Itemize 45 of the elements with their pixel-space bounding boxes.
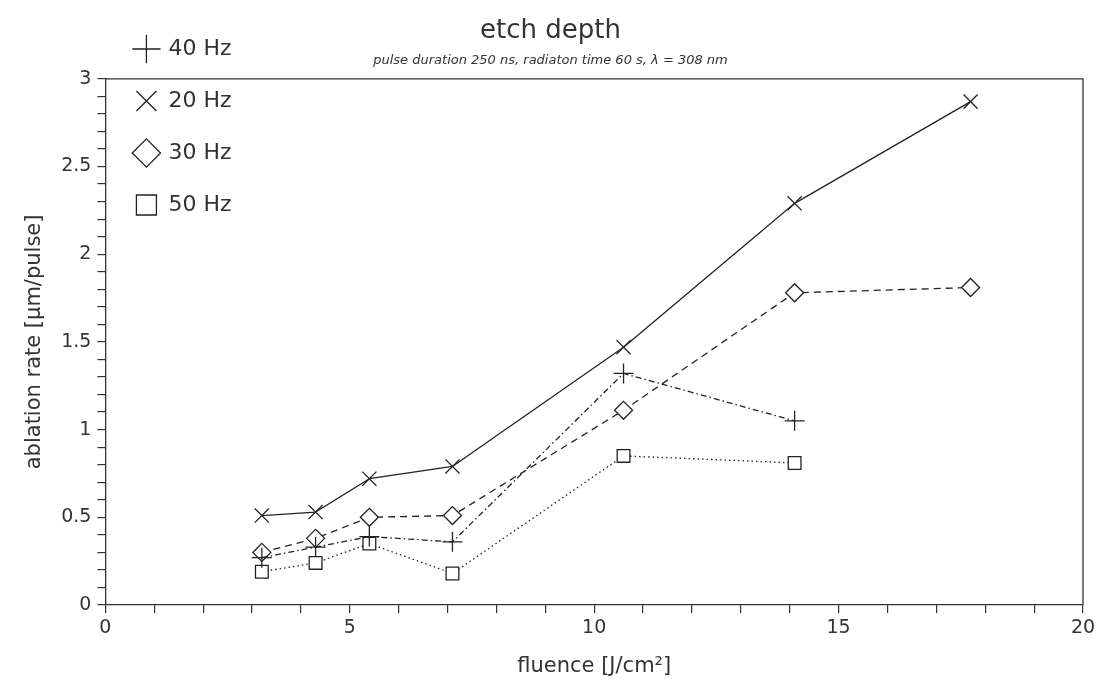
point [359, 507, 380, 527]
y-tick-label: 1 [79, 416, 92, 439]
point [308, 555, 323, 570]
y-tick-label: 2 [79, 241, 92, 264]
x-axis-title: fluence [J/cm²] [517, 652, 672, 677]
point [305, 528, 326, 548]
x-tick-label: 20 [1070, 615, 1096, 638]
x-tick-label: 15 [826, 615, 851, 638]
point [444, 458, 461, 475]
point [358, 525, 381, 548]
legend-label: 30 Hz [168, 138, 232, 164]
point [251, 546, 273, 569]
point [304, 536, 327, 558]
point [362, 536, 377, 551]
legend-label: 50 Hz [168, 190, 232, 216]
point [254, 507, 270, 524]
y-tick-label: 0 [79, 591, 92, 614]
x-tick-label: 5 [343, 615, 356, 638]
point [616, 448, 631, 463]
legend-label: 20 Hz [168, 86, 232, 112]
point [786, 195, 803, 212]
y-tick-label: 0.5 [61, 504, 92, 527]
point [960, 277, 981, 298]
point [442, 505, 463, 526]
y-tick-label: 1.5 [61, 328, 92, 351]
point [615, 339, 632, 355]
point [441, 531, 464, 553]
legend-label: 40 Hz [168, 34, 232, 60]
point [254, 564, 269, 579]
y-axis-title: ablation rate [µm/pulse] [21, 214, 46, 470]
y-tick-label: 2.5 [61, 153, 92, 176]
point [613, 400, 634, 420]
chart-title: etch depth [480, 14, 621, 45]
chart-subtitle: pulse duration 250 ns, radiaton time 60 s, λ = 308 nm [372, 52, 728, 68]
point [445, 566, 460, 581]
point [962, 93, 979, 110]
point [783, 410, 806, 432]
x-tick-label: 10 [582, 615, 607, 638]
x-tick-label: 0 [99, 615, 112, 638]
point [784, 283, 805, 303]
y-tick-label: 3 [79, 65, 92, 88]
point [612, 362, 635, 385]
point [787, 455, 802, 470]
point [307, 504, 324, 520]
point [361, 470, 378, 487]
